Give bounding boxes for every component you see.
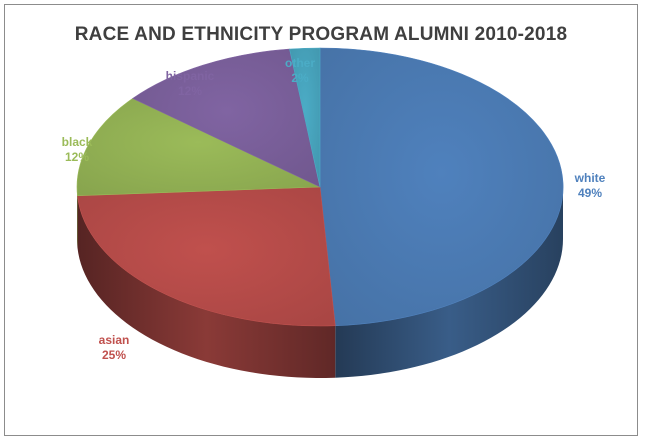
pie-side-walls: [77, 187, 563, 378]
pie-top: [76, 47, 564, 327]
pie-slice-asian: [77, 186, 336, 327]
data-label-asian: asian 25%: [99, 333, 130, 362]
data-label-black: black 12%: [62, 135, 93, 164]
pie-side-white: [335, 187, 563, 378]
data-label-other: other 2%: [285, 56, 315, 85]
chart-title: RACE AND ETHNICITY PROGRAM ALUMNI 2010-2…: [74, 24, 568, 45]
data-label-white: white 49%: [574, 171, 606, 200]
pie-slice-black: [76, 98, 321, 197]
pie-slice-white: [319, 47, 564, 327]
data-label-hispanic: hispanic 12%: [166, 69, 215, 98]
pie-labels: white 49% asian 25% black 12% hispanic 12% other…: [62, 56, 606, 362]
pie-slice-hispanic: [132, 48, 321, 188]
pie-side-asian: [77, 195, 336, 378]
pie-slice-other: [289, 47, 321, 188]
